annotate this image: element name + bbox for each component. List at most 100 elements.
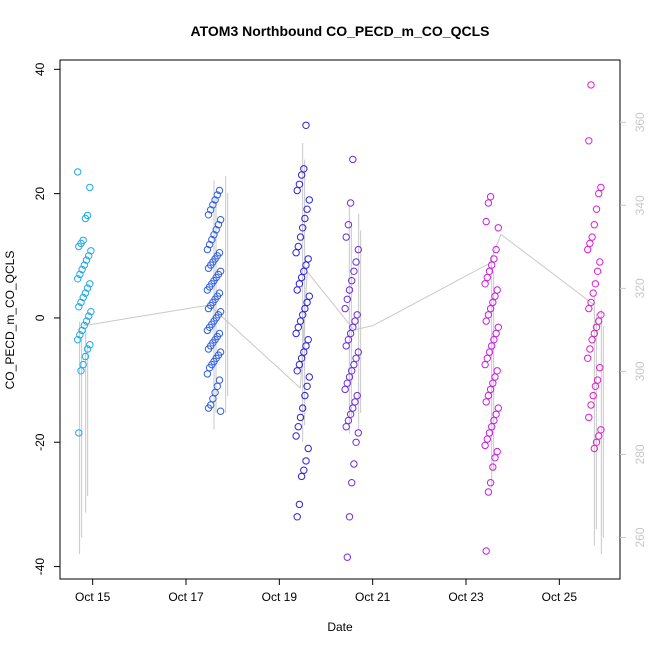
data-point (348, 277, 356, 285)
data-point (207, 206, 215, 214)
data-point (300, 348, 308, 356)
data-point (204, 404, 213, 412)
data-point (294, 242, 302, 251)
data-point (80, 261, 89, 269)
data-point (296, 317, 305, 325)
data-point (481, 360, 489, 369)
data-point (342, 342, 350, 350)
data-point (345, 373, 354, 381)
data-point (77, 367, 85, 375)
data-point (301, 214, 309, 223)
data-point (300, 165, 308, 173)
data-point (484, 391, 493, 400)
data-point (597, 426, 605, 434)
secondary-series-line (83, 233, 595, 390)
data-point (585, 304, 593, 313)
data-point (348, 479, 356, 487)
data-point (350, 360, 358, 369)
data-point (595, 317, 603, 325)
data-point (494, 323, 502, 331)
data-point (494, 404, 502, 412)
data-point (305, 196, 313, 204)
data-point (491, 373, 499, 381)
data-point (483, 273, 491, 282)
data-point (482, 317, 490, 325)
data-point (295, 360, 304, 369)
y2-tick-label: 360 (633, 112, 647, 132)
data-point (299, 404, 307, 412)
data-point (303, 298, 311, 307)
data-point (295, 500, 304, 509)
data-point (348, 367, 356, 375)
data-point (208, 235, 216, 244)
data-point (81, 214, 90, 223)
data-point (592, 205, 601, 213)
data-point (292, 249, 300, 257)
data-point (491, 292, 499, 300)
data-point (81, 289, 90, 297)
data-point (589, 289, 597, 297)
data-point (203, 326, 212, 335)
data-point (589, 391, 597, 400)
data-point (352, 354, 360, 362)
data-point (343, 295, 351, 303)
data-point (590, 444, 598, 453)
data-point (349, 404, 357, 412)
data-point (82, 317, 91, 325)
data-point (75, 242, 83, 251)
data-point (204, 345, 213, 353)
data-point (488, 423, 496, 431)
data-point (209, 201, 217, 209)
data-point (299, 224, 307, 232)
data-point (87, 247, 95, 255)
data-point (486, 479, 495, 487)
y-tick-label: 0 (33, 314, 47, 321)
data-point (490, 416, 498, 425)
data-point (215, 376, 224, 384)
data-point (302, 261, 310, 269)
data-point (76, 331, 84, 339)
data-point (85, 252, 93, 260)
data-point (595, 432, 603, 440)
data-point (204, 264, 213, 272)
data-point (584, 245, 592, 254)
data-point (75, 303, 83, 311)
data-point (301, 304, 309, 313)
data-point (484, 488, 493, 496)
data-point (344, 336, 353, 344)
data-point (304, 444, 312, 453)
chart-title: ATOM3 Northbound CO_PECD_m_CO_QCLS (191, 23, 490, 39)
data-point (489, 463, 497, 471)
data-point (293, 513, 301, 521)
data-point (296, 233, 305, 241)
y-axis-label: CO_PECD_m_CO_QCLS (3, 251, 17, 390)
data-point (80, 321, 89, 330)
data-point (587, 298, 595, 307)
data-point (305, 373, 313, 381)
data-point (483, 435, 491, 443)
data-point (81, 352, 90, 361)
data-point (346, 410, 355, 418)
data-point (489, 298, 497, 307)
x-tick-label: Oct 17 (168, 590, 204, 604)
data-point (350, 267, 358, 275)
data-point (586, 239, 594, 248)
data-point (292, 329, 300, 338)
data-point (595, 189, 603, 198)
data-point (299, 311, 307, 319)
data-point (481, 441, 489, 450)
data-point (295, 180, 304, 189)
data-point (343, 379, 351, 387)
x-tick-label: Oct 25 (542, 590, 578, 604)
data-point (294, 423, 302, 431)
data-point (593, 376, 602, 384)
data-point (304, 336, 312, 344)
data-point (74, 275, 82, 283)
data-point (484, 311, 493, 319)
data-point (492, 245, 500, 254)
data-point (203, 286, 212, 294)
data-point (494, 224, 502, 232)
data-point (213, 382, 222, 390)
data-point (341, 304, 349, 313)
